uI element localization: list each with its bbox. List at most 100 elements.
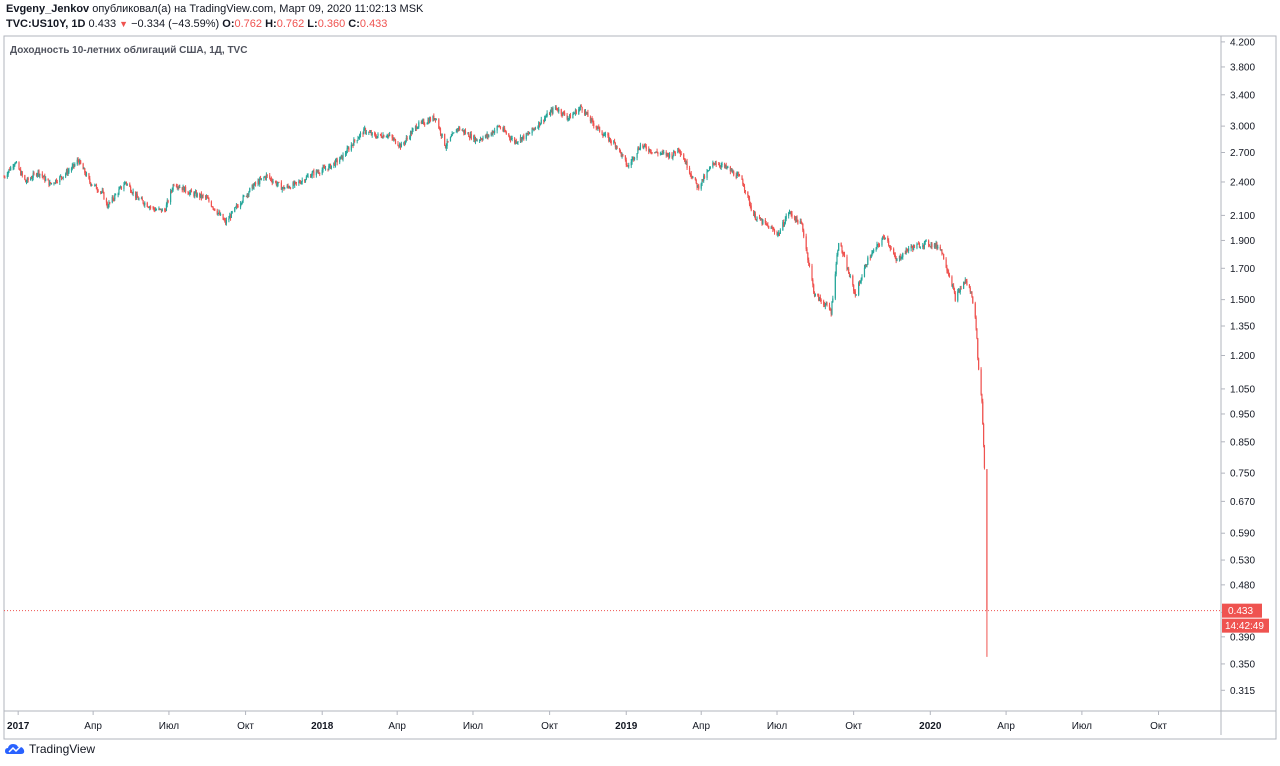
candle-body [476, 140, 478, 142]
candle-body [625, 159, 627, 165]
candle-body [906, 248, 908, 251]
candle-body [455, 131, 457, 133]
candle-body [770, 227, 772, 229]
candle-body [923, 242, 926, 247]
candle-body [199, 193, 201, 198]
candle-body [50, 183, 53, 184]
candle-body [329, 164, 332, 169]
price-axis[interactable]: 4.200 3.800 3.400 3.000 2.700 2.400 2.100 1.900… [1221, 37, 1255, 697]
candle-body [125, 182, 128, 185]
candle-body [95, 184, 97, 186]
candle-body [601, 131, 603, 135]
tradingview-logo[interactable]: TradingView [5, 742, 95, 756]
candle-body [317, 171, 319, 173]
candle-body [114, 194, 116, 200]
candle-body [692, 177, 694, 179]
candle-body [953, 288, 956, 293]
price-tick-label: 0.350 [1230, 659, 1255, 670]
candle-body [434, 118, 437, 120]
candle-body [405, 137, 407, 141]
candle-body [721, 163, 723, 166]
candle-body [627, 165, 629, 167]
candle-body [135, 194, 138, 198]
candle-body [583, 110, 586, 115]
candle-body [330, 165, 332, 169]
candle-body [538, 122, 540, 128]
candle-body [352, 144, 354, 146]
candle-body [100, 191, 102, 193]
time-tick-label: Окт [845, 721, 862, 732]
candle-body [700, 183, 702, 189]
candle-body [48, 180, 50, 186]
time-axis[interactable]: 2017 Апр Июл Окт 2018 Апр Июл Окт 2019 Апр Июл Окт 2… [7, 711, 1167, 732]
candle-body [608, 138, 611, 141]
candle-body [648, 149, 650, 152]
open-value: 0.762 [234, 18, 263, 30]
candle-body [971, 291, 973, 297]
candle-body [20, 169, 22, 176]
candle-body [225, 220, 228, 224]
candle-body [178, 186, 180, 188]
candle-body [515, 140, 517, 144]
candle-body [586, 112, 588, 114]
candle-body [321, 169, 323, 174]
price-tick-label: 2.400 [1230, 177, 1255, 188]
candle-body [898, 256, 901, 259]
candle-body [685, 161, 687, 164]
candle-body [364, 128, 367, 133]
candle-body [616, 145, 618, 149]
candle-body [41, 173, 43, 177]
candle-body [912, 247, 914, 250]
candle-body [213, 208, 215, 210]
candle-body [738, 175, 741, 177]
candle-body [398, 145, 400, 147]
candle-body [207, 198, 209, 199]
candle-body [569, 114, 571, 119]
candle-body [865, 264, 867, 267]
high-value: 0.762 [276, 18, 305, 30]
candle-body [259, 178, 262, 180]
candle-body [479, 138, 482, 140]
candle-body [445, 146, 447, 149]
candle-body [329, 164, 331, 166]
candle-body [951, 276, 953, 287]
candle-body [808, 263, 811, 266]
candle-body [239, 203, 242, 208]
candle-body [76, 159, 78, 165]
candle-body [362, 132, 364, 135]
candle-body [161, 209, 163, 212]
candle-body [204, 195, 207, 198]
candle-body [451, 133, 453, 137]
countdown-label: 14:42:49 [1225, 621, 1264, 632]
candle-body [231, 211, 233, 213]
candle-body [888, 245, 891, 247]
candle-body [88, 173, 90, 179]
candle-body [18, 162, 20, 170]
candle-body [82, 163, 84, 170]
price-tick-label: 4.200 [1230, 37, 1255, 48]
candle-body [526, 133, 528, 135]
close-value: 0.433 [359, 18, 388, 30]
candle-body [257, 180, 259, 185]
candle-body [615, 145, 617, 148]
price-tick-label: 0.315 [1230, 686, 1255, 697]
candle-body [849, 275, 851, 277]
candle-body [95, 184, 98, 190]
price-chart[interactable]: Доходность 10-летних облигаций США, 1Д, … [0, 32, 1280, 740]
candle-body [9, 169, 11, 171]
candle-body [872, 251, 874, 253]
candle-body [555, 107, 557, 109]
candle-body [736, 174, 738, 178]
candle-body [831, 301, 833, 314]
author-name[interactable]: Evgeny_Jenkov [6, 3, 90, 15]
candle-body [691, 176, 693, 179]
low-label: L: [307, 18, 318, 30]
candle-body [345, 153, 347, 154]
candle-body [578, 107, 581, 110]
candle-body [264, 176, 267, 179]
candle-body [649, 149, 652, 153]
candle-body [688, 167, 691, 174]
candle-body [73, 164, 75, 166]
candle-body [823, 301, 825, 305]
candle-body [341, 155, 343, 160]
